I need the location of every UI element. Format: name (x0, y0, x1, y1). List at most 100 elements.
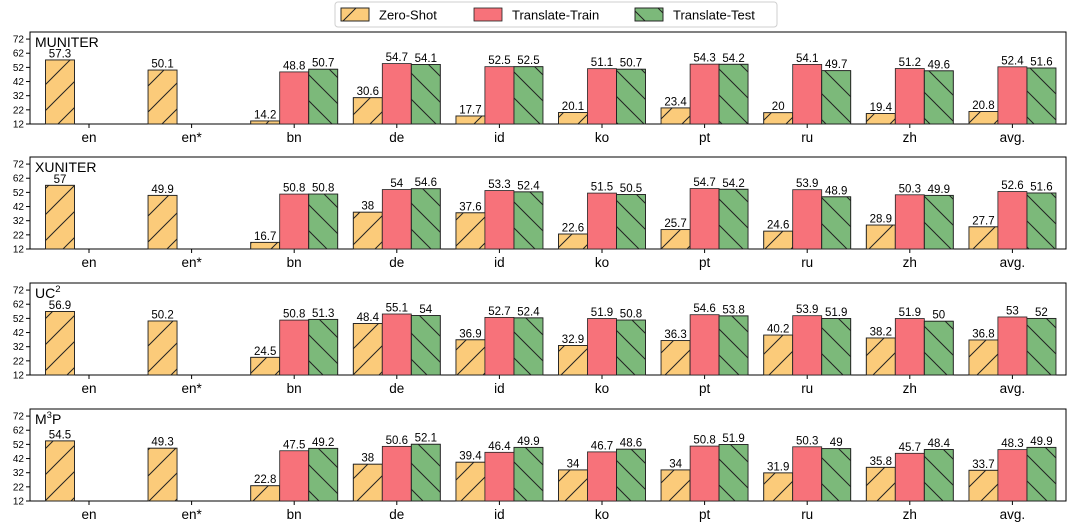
y-tick-label: 32 (13, 342, 25, 353)
bar-translate-train-bn (279, 319, 310, 376)
legend-label-translate-train: Translate-Train (512, 8, 599, 23)
data-label-translate-train-zh: 50.3 (899, 183, 921, 195)
bar-hatch-zero-shot-ko (558, 233, 588, 250)
x-tick-label-ru: ru (801, 507, 813, 522)
data-label-translate-train-avg: 53 (1006, 305, 1019, 317)
data-label-translate-train-ru: 53.9 (796, 178, 818, 190)
bar-hatch-translate-test-bn (308, 68, 339, 125)
x-tick-label-pt: pt (699, 255, 711, 270)
y-tick-label: 12 (13, 497, 25, 508)
data-label-translate-train-avg: 52.4 (1001, 55, 1024, 67)
bar-translate-train-de (381, 445, 412, 502)
bar-translate-train-pt (689, 63, 720, 125)
bar-hatch-translate-test-ru (821, 196, 852, 250)
data-label-translate-test-zh: 49.9 (928, 184, 950, 196)
bar-hatch-zero-shot-en (45, 59, 75, 125)
data-label-translate-test-avg: 52 (1035, 307, 1048, 319)
data-label-translate-test-ru: 48.9 (825, 185, 847, 197)
data-label-translate-train-id: 46.4 (488, 441, 511, 453)
data-label-zero-shot-de: 38 (361, 453, 374, 465)
bar-hatch-translate-test-zh (923, 449, 954, 502)
bar-hatch-zero-shot-en (147, 194, 178, 250)
bar-hatch-translate-test-id (513, 191, 544, 250)
legend-box (334, 1, 778, 28)
data-label-translate-train-id: 52.5 (488, 55, 510, 67)
x-tick-label-de: de (389, 381, 404, 396)
panel-title: XUNITER (35, 159, 96, 175)
bar-hatch-zero-shot-en (147, 320, 178, 376)
bar-hatch-zero-shot-ru (763, 472, 794, 502)
data-label-zero-shot-pt: 23.4 (664, 96, 687, 108)
bar-translate-train-id (484, 190, 515, 250)
data-label-translate-train-zh: 45.7 (899, 442, 921, 454)
y-tick-label: 12 (13, 120, 25, 131)
x-tick-label-en: en (81, 507, 96, 522)
bar-hatch-translate-test-id (513, 317, 544, 376)
bar-hatch-zero-shot-ko (558, 469, 588, 502)
data-label-translate-test-pt: 54.2 (722, 178, 744, 190)
bar-translate-train-zh (894, 68, 925, 125)
data-label-translate-test-ko: 50.5 (620, 183, 642, 195)
x-tick-label-de: de (389, 507, 404, 522)
data-label-zero-shot-en: 50.2 (151, 309, 173, 321)
data-label-translate-train-de: 55.1 (386, 302, 408, 314)
data-label-zero-shot-en: 50.1 (151, 59, 173, 71)
y-tick-label: 52 (13, 63, 25, 74)
data-label-translate-test-de: 54.6 (415, 177, 437, 189)
y-tick-label: 62 (13, 426, 25, 437)
x-tick-label-avg: avg. (1000, 381, 1026, 396)
axes-frame (29, 282, 1067, 376)
x-tick-label-pt: pt (699, 130, 711, 145)
bar-translate-train-zh (894, 194, 925, 250)
bar-hatch-zero-shot-ko (558, 112, 588, 125)
data-label-translate-test-avg: 51.6 (1030, 181, 1052, 193)
data-label-translate-train-avg: 48.3 (1001, 438, 1023, 450)
y-tick-label: 42 (13, 328, 25, 339)
panel-muniter: 12 22 32 42 52 62 72 MUNITER en 57.3 en* 50.1 bn 14.2… (13, 31, 1067, 145)
panel-m3p: 12 22 32 42 52 62 72 M3P en 54.5 en* 49.3 bn 22.8 47.5… (13, 408, 1067, 522)
data-label-translate-test-zh: 49.6 (928, 59, 950, 71)
data-label-translate-test-zh: 50 (932, 310, 945, 322)
x-tick-label-zh: zh (903, 381, 917, 396)
data-label-translate-test-bn: 49.2 (312, 437, 334, 449)
bar-hatch-translate-test-avg (1026, 446, 1057, 502)
data-label-zero-shot-zh: 38.2 (870, 326, 892, 338)
bar-hatch-zero-shot-en (45, 311, 75, 376)
y-tick-label: 32 (13, 91, 25, 102)
panel-title-sup: 3 (47, 410, 52, 421)
bar-translate-train-avg (997, 316, 1028, 376)
data-label-zero-shot-bn: 14.2 (254, 109, 276, 121)
data-label-zero-shot-ru: 20 (772, 101, 785, 113)
bar-hatch-translate-test-ru (821, 448, 852, 502)
data-label-translate-train-de: 50.6 (386, 435, 408, 447)
panel-uc2: 12 22 32 42 52 62 72 UC2 en 56.9 en* 50.2 bn 24.5 50.8… (13, 282, 1067, 396)
y-tick-label: 52 (13, 314, 25, 325)
data-label-zero-shot-zh: 19.4 (870, 102, 893, 114)
data-label-translate-train-pt: 54.3 (693, 53, 715, 65)
data-label-translate-test-id: 52.5 (517, 55, 539, 67)
x-tick-label-ru: ru (801, 381, 813, 396)
data-label-zero-shot-ru: 40.2 (767, 324, 789, 336)
data-label-translate-test-id: 49.9 (517, 436, 539, 448)
bar-hatch-zero-shot-ru (763, 230, 794, 250)
bar-hatch-zero-shot-bn (250, 485, 281, 502)
data-label-translate-train-ru: 50.3 (796, 435, 818, 447)
bar-hatch-zero-shot-avg (968, 339, 999, 376)
data-label-translate-test-zh: 48.4 (928, 438, 951, 450)
data-label-zero-shot-bn: 22.8 (254, 474, 276, 486)
x-tick-label-id: id (494, 381, 505, 396)
data-label-translate-train-id: 53.3 (488, 179, 510, 191)
bar-translate-train-ko (587, 68, 617, 125)
bar-hatch-zero-shot-de (352, 211, 383, 250)
data-label-zero-shot-en: 49.9 (151, 184, 173, 196)
data-label-zero-shot-bn: 24.5 (254, 346, 276, 358)
data-label-zero-shot-avg: 27.7 (972, 215, 994, 227)
data-label-translate-test-ru: 49.7 (825, 59, 847, 71)
x-tick-label-en: en* (181, 507, 202, 522)
bar-hatch-zero-shot-zh (865, 224, 896, 250)
data-label-translate-train-ko: 51.5 (591, 182, 613, 194)
bar-hatch-translate-test-id (513, 446, 544, 502)
bar-hatch-zero-shot-avg (968, 111, 999, 125)
legend-label-translate-test: Translate-Test (673, 8, 755, 23)
